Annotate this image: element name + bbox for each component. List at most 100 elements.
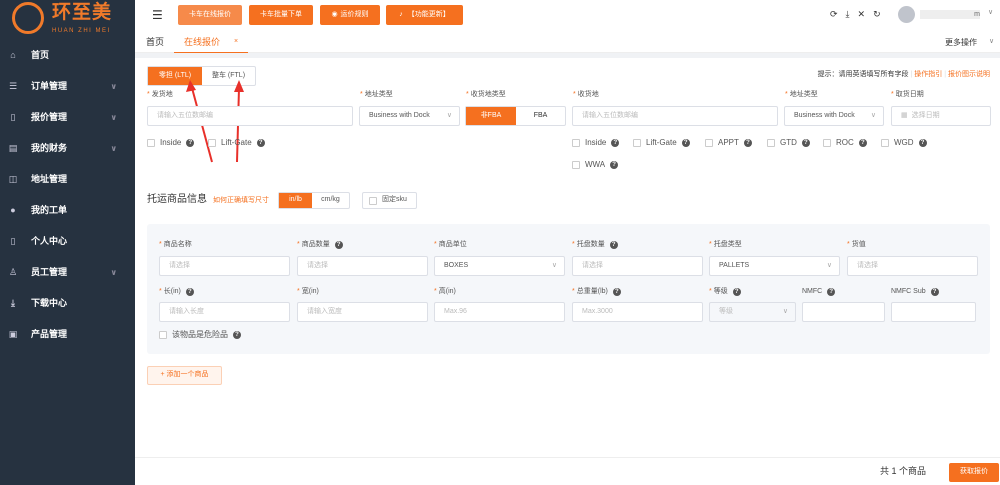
- ltl-button[interactable]: 零担 (LTL): [148, 67, 202, 85]
- bell-icon: ♪: [399, 10, 403, 18]
- tab-home[interactable]: 首页: [146, 37, 165, 47]
- goods-field-input[interactable]: 请选择: [159, 256, 290, 276]
- download-icon[interactable]: ⤓: [845, 9, 850, 19]
- dest-label: 收货地: [577, 91, 599, 98]
- unit-in-lb[interactable]: in/lb: [279, 193, 312, 208]
- dest-type-label: 收货地类型: [470, 91, 506, 98]
- origin-label: 发货地: [151, 91, 173, 98]
- close-icon[interactable]: ×: [234, 38, 239, 45]
- goods-field-input[interactable]: [802, 302, 885, 322]
- option-checkbox[interactable]: APPT?: [705, 138, 752, 148]
- help-icon[interactable]: ?: [858, 138, 867, 147]
- fullscreen-icon[interactable]: ✕: [857, 9, 866, 19]
- chevron-down-icon: ∨: [110, 143, 118, 153]
- dest-zip-input[interactable]: 请输入五位数邮编: [572, 106, 778, 126]
- goods-field-input[interactable]: 请选择: [572, 256, 703, 276]
- goods-field-input[interactable]: Max.96: [434, 302, 565, 322]
- help-icon[interactable]: ?: [610, 160, 619, 169]
- unit-toggle: in/lb cm/kg: [278, 192, 350, 209]
- non-fba-button[interactable]: 非FBA: [466, 107, 516, 125]
- dest-type-toggle: 非FBA FBA: [465, 106, 566, 126]
- goods-field-label: * 商品数量?: [297, 241, 343, 249]
- sidebar-item[interactable]: ☰ 订单管理 ∨: [8, 81, 117, 92]
- freight-rules-button[interactable]: ◉ 运价规则: [320, 5, 380, 25]
- refresh-icon[interactable]: ↻: [873, 9, 881, 19]
- location-pin-icon: ●: [10, 205, 16, 216]
- tab-online-quote[interactable]: 在线报价 ×: [174, 30, 248, 53]
- chevron-down-icon[interactable]: ∨: [988, 9, 994, 16]
- help-icon: ?: [334, 241, 343, 249]
- ftl-button[interactable]: 整车 (FTL): [211, 71, 246, 79]
- sidebar-item[interactable]: ▤ 我的财务 ∨: [8, 143, 118, 154]
- help-icon: ?: [185, 288, 194, 296]
- goods-field-input[interactable]: 等级 ∨: [709, 302, 796, 322]
- help-icon[interactable]: ?: [186, 138, 195, 147]
- help-icon[interactable]: ?: [918, 138, 927, 147]
- username[interactable]: m: [920, 10, 980, 19]
- goods-field-input[interactable]: PALLETS ∨: [709, 256, 840, 276]
- diagram-link[interactable]: 报价图示说明: [948, 71, 990, 78]
- tip-text: 提示：请用英语填写所有字段: [817, 71, 909, 78]
- help-icon: ?: [612, 288, 621, 296]
- batch-order-button[interactable]: 卡车批量下单: [249, 5, 313, 25]
- menu-toggle-icon[interactable]: ☰: [152, 8, 163, 22]
- help-icon[interactable]: ?: [801, 138, 810, 147]
- sidebar-item[interactable]: ▯ 个人中心: [0, 226, 135, 257]
- goods-field-input[interactable]: BOXES ∨: [434, 256, 565, 276]
- book-icon: ▯: [10, 112, 16, 123]
- goods-field-label: * 等级?: [709, 288, 741, 296]
- logo: 环至美 HUAN ZHI MEI: [12, 2, 132, 36]
- language-icon[interactable]: ⟳: [830, 9, 838, 19]
- option-checkbox[interactable]: WWA?: [572, 160, 619, 170]
- help-icon[interactable]: ?: [256, 138, 265, 147]
- size-howto-link[interactable]: 如何正确填写尺寸: [213, 197, 269, 204]
- goods-field-label: * 托盘数量?: [572, 241, 618, 249]
- fba-button[interactable]: FBA: [533, 111, 548, 119]
- help-icon[interactable]: ?: [611, 138, 620, 147]
- goods-field-input[interactable]: 请选择: [297, 256, 428, 276]
- get-quote-button[interactable]: 获取报价: [949, 463, 999, 482]
- option-checkbox[interactable]: Inside?: [572, 138, 620, 148]
- mode-toggle: 零担 (LTL) 整车 (FTL): [147, 66, 256, 86]
- goods-field-input[interactable]: [891, 302, 976, 322]
- sidebar-item[interactable]: ● 我的工单: [0, 195, 135, 226]
- goods-field-label: * 总重量(lb)?: [572, 288, 621, 296]
- goods-field-input[interactable]: 请选择: [847, 256, 978, 276]
- help-icon[interactable]: ?: [743, 138, 752, 147]
- goods-field-input[interactable]: Max.3000: [572, 302, 703, 322]
- feature-update-button[interactable]: ♪ 【功能更新】: [386, 5, 463, 25]
- unit-cm-kg[interactable]: cm/kg: [321, 196, 340, 204]
- add-item-button[interactable]: + 添加一个商品: [147, 366, 222, 385]
- goods-field-label: * 托盘类型: [709, 241, 742, 248]
- sidebar-item[interactable]: ⌂ 首页: [0, 40, 135, 71]
- more-actions-dropdown[interactable]: 更多操作: [945, 38, 977, 47]
- option-checkbox[interactable]: Lift-Gate?: [633, 138, 690, 148]
- sidebar-item[interactable]: ▯ 报价管理 ∨: [0, 102, 135, 133]
- option-checkbox[interactable]: WGD?: [881, 138, 927, 148]
- option-checkbox[interactable]: GTD?: [767, 138, 810, 148]
- guide-link[interactable]: 操作指引: [914, 71, 943, 78]
- pickup-date-input[interactable]: ▦ 选择日期: [891, 106, 991, 126]
- avatar[interactable]: [898, 6, 915, 23]
- help-icon: ?: [827, 288, 836, 296]
- truck-quote-button[interactable]: 卡车在线报价: [178, 5, 242, 25]
- goods-field-input[interactable]: 请输入宽度: [297, 302, 428, 322]
- origin-zip-input[interactable]: 请输入五位数邮编: [147, 106, 353, 126]
- chevron-down-icon: ∨: [446, 111, 452, 119]
- sidebar-item[interactable]: ▣ 产品管理: [8, 329, 68, 340]
- sidebar-item[interactable]: ♙ 员工管理 ∨: [8, 267, 117, 278]
- origin-address-type-select[interactable]: Business with Dock ∨: [359, 106, 460, 126]
- option-checkbox[interactable]: Lift-Gate?: [208, 138, 265, 148]
- dest-address-type-label: 地址类型: [789, 91, 818, 98]
- sidebar-item[interactable]: ⤓ 下载中心: [0, 288, 135, 319]
- dangerous-goods-checkbox[interactable]: 该物品是危险品?: [159, 330, 241, 340]
- sidebar-item[interactable]: ◫ 地址管理: [8, 174, 68, 185]
- dest-address-type-select[interactable]: Business with Dock ∨: [784, 106, 884, 126]
- option-checkbox[interactable]: Inside?: [147, 138, 195, 148]
- document-icon: ▤: [8, 143, 18, 154]
- goods-field-label: * 高(in): [434, 288, 456, 295]
- goods-field-input[interactable]: 请输入长度: [159, 302, 290, 322]
- help-icon[interactable]: ?: [681, 138, 690, 147]
- fixed-sku-checkbox[interactable]: 固定sku: [362, 192, 417, 209]
- option-checkbox[interactable]: ROC?: [823, 138, 867, 148]
